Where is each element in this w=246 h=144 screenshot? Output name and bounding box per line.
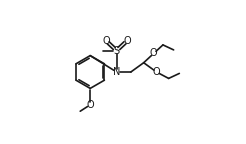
Text: O: O	[123, 36, 131, 46]
Text: O: O	[153, 67, 160, 77]
Text: O: O	[150, 49, 157, 58]
Text: O: O	[86, 100, 94, 110]
Text: N: N	[113, 67, 120, 77]
Text: S: S	[113, 46, 120, 56]
Text: O: O	[102, 36, 110, 46]
